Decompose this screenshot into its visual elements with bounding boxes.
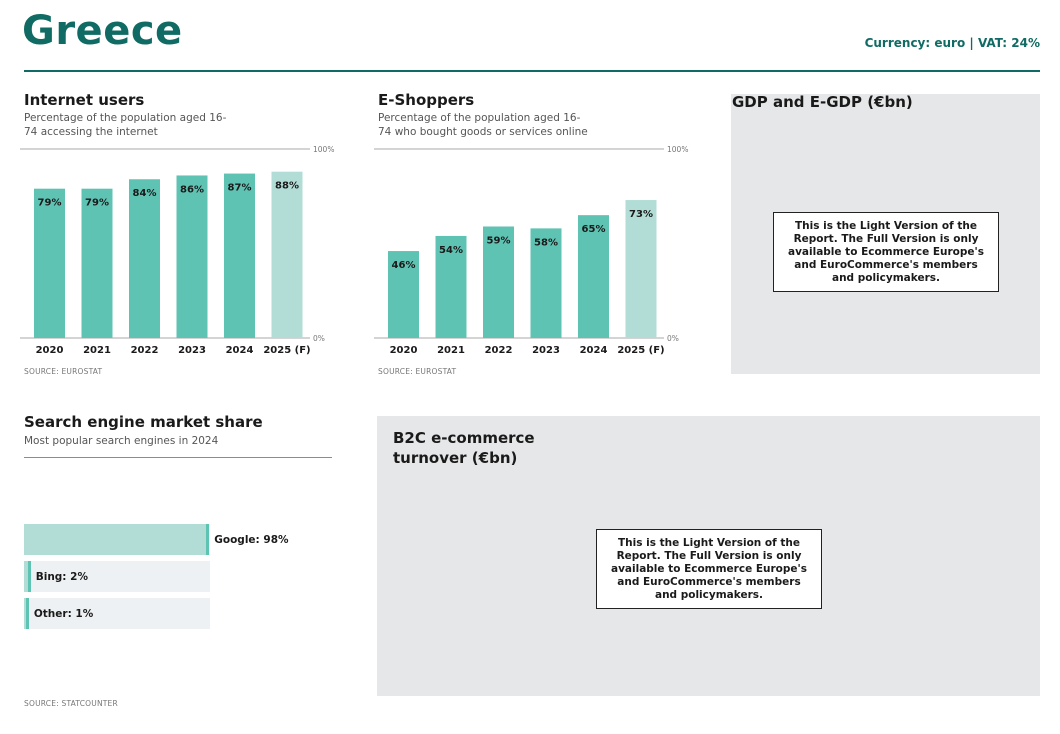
search-engine-bar <box>24 598 26 629</box>
gdp-light-version-notice: This is the Light Version of the Report.… <box>773 212 999 292</box>
bar <box>530 228 562 338</box>
search-engine-bar <box>24 524 207 555</box>
bar <box>176 175 208 338</box>
search-engine-subtitle: Most popular search engines in 2024 <box>24 435 219 447</box>
bar <box>388 251 419 338</box>
gdp-panel-title: GDP and E-GDP (€bn) <box>732 93 913 111</box>
currency-vat-label: Currency: euro | VAT: 24% <box>864 36 1040 50</box>
bar-value-label: 73% <box>629 209 653 220</box>
gdp-panel: GDP and E-GDP (€bn) This is the Light Ve… <box>731 93 1040 374</box>
search-engine-bar-end <box>206 524 210 555</box>
e-shoppers-chart: 100% 0% 46% 2020 54% 2021 59% 2022 58% 2023 65% 202… <box>374 145 688 356</box>
header-divider <box>24 70 1040 72</box>
x-tick-label: 2024 <box>226 345 254 356</box>
x-tick-label: 2025 (F) <box>617 345 664 356</box>
e-shoppers-source: SOURCE: EUROSTAT <box>378 367 457 376</box>
search-engine-source: SOURCE: STATCOUNTER <box>24 699 118 708</box>
x-tick-label: 2023 <box>532 345 560 356</box>
bar-value-label: 59% <box>487 235 511 246</box>
search-engine-chart: Google: 98% Bing: 2% Other: 1% <box>24 524 334 634</box>
e-shoppers-subtitle: Percentage of the population aged 16-74 … <box>378 112 588 138</box>
y-tick-label: 0% <box>313 334 325 343</box>
bar <box>483 226 514 338</box>
bar-value-label: 46% <box>392 260 416 271</box>
bar-value-label: 84% <box>133 188 157 199</box>
search-engine-value-label: Bing: 2% <box>35 571 88 583</box>
bar-value-label: 87% <box>228 183 252 194</box>
bar-value-label: 65% <box>582 224 606 235</box>
bar-value-label: 58% <box>534 237 558 248</box>
b2c-panel-title: B2C e-commerce turnover (€bn) <box>393 429 535 467</box>
bar-value-label: 54% <box>439 245 463 256</box>
internet-users-title: Internet users <box>24 91 145 109</box>
bar <box>129 179 160 338</box>
y-tick-label: 100% <box>667 145 688 154</box>
search-engine-bar-track <box>24 524 210 555</box>
internet-users-chart: 100% 0% 79% 2020 79% 2021 84% 2022 86% 2023 87% 202… <box>20 145 334 356</box>
search-engine-divider <box>24 457 332 458</box>
bar <box>34 188 65 338</box>
bar-value-label: 88% <box>275 181 299 192</box>
search-engine-title: Search engine market share <box>24 413 263 431</box>
x-tick-label: 2025 (F) <box>263 345 310 356</box>
search-engine-value-label: Other: 1% <box>33 608 94 620</box>
search-engine-bar-end <box>27 561 31 592</box>
bar <box>578 215 609 338</box>
y-tick-label: 0% <box>667 334 679 343</box>
internet-users-subtitle: Percentage of the population aged 16-74 … <box>24 112 227 138</box>
b2c-panel: B2C e-commerce turnover (€bn) This is th… <box>377 416 1040 696</box>
e-shoppers-title: E-Shoppers <box>378 91 475 109</box>
page-title: Greece <box>22 8 183 54</box>
bar-value-label: 79% <box>38 198 62 209</box>
x-tick-label: 2024 <box>580 345 608 356</box>
bar <box>435 235 467 338</box>
search-engine-bar-end <box>25 598 29 629</box>
bar <box>271 171 303 338</box>
x-tick-label: 2021 <box>83 345 111 356</box>
b2c-light-version-notice: This is the Light Version of the Report.… <box>596 529 822 609</box>
search-engine-bar <box>24 561 28 592</box>
x-tick-label: 2022 <box>485 345 513 356</box>
search-engine-bar-track <box>24 561 210 592</box>
search-engine-value-label: Google: 98% <box>214 534 289 546</box>
bar <box>81 188 113 338</box>
x-tick-label: 2020 <box>390 345 418 356</box>
x-tick-label: 2022 <box>131 345 159 356</box>
bar <box>625 200 657 338</box>
search-engine-bar-track <box>24 598 210 629</box>
x-tick-label: 2020 <box>36 345 64 356</box>
x-tick-label: 2021 <box>437 345 465 356</box>
bar-value-label: 79% <box>85 198 109 209</box>
x-tick-label: 2023 <box>178 345 206 356</box>
y-tick-label: 100% <box>313 145 334 154</box>
internet-users-source: SOURCE: EUROSTAT <box>24 367 103 376</box>
bar <box>224 173 255 338</box>
bar-value-label: 86% <box>180 184 204 195</box>
